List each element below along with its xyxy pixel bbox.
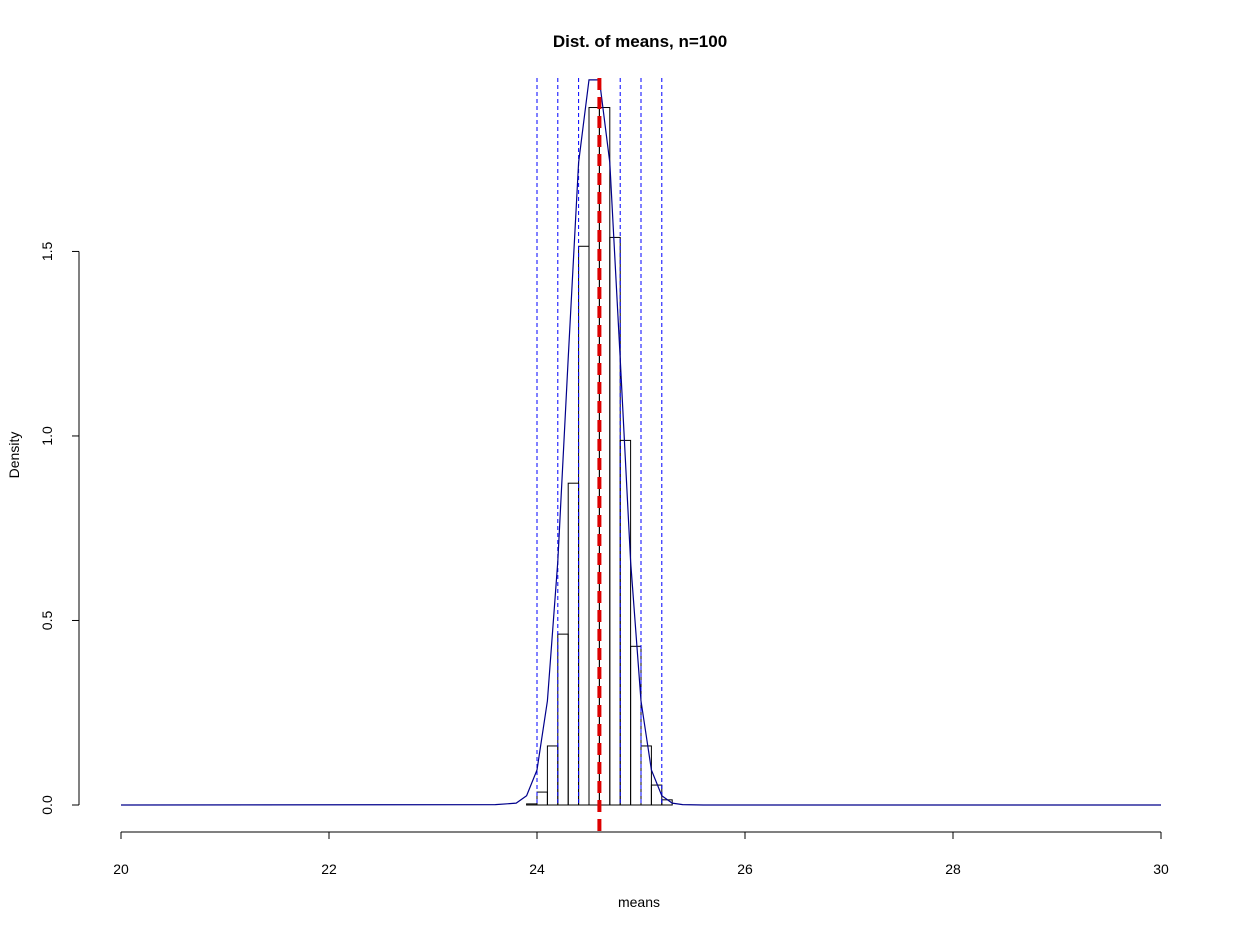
y-tick-label: 1.5 (39, 242, 55, 262)
bar (650, 784, 663, 806)
x-tick-label: 30 (1153, 861, 1169, 877)
bar (557, 633, 569, 806)
y-axis-label: Density (6, 432, 22, 479)
x-tick-label: 22 (321, 861, 337, 877)
chart-title: Dist. of means, n=100 (553, 32, 727, 51)
bar (630, 645, 642, 806)
bar (526, 803, 538, 806)
y-tick-label: 1.0 (39, 426, 55, 446)
bar (640, 745, 652, 806)
bar (578, 245, 590, 806)
y-tick-label: 0.5 (39, 611, 55, 631)
bar (567, 482, 580, 806)
x-tick-label: 26 (737, 861, 753, 877)
bar (619, 439, 632, 806)
bar (536, 791, 548, 806)
y-tick-label: 0.0 (39, 795, 55, 815)
x-tick-label: 24 (529, 861, 545, 877)
bar (546, 745, 559, 806)
x-tick-label: 28 (945, 861, 961, 877)
x-axis-label: means (618, 894, 660, 910)
x-tick-label: 20 (113, 861, 129, 877)
